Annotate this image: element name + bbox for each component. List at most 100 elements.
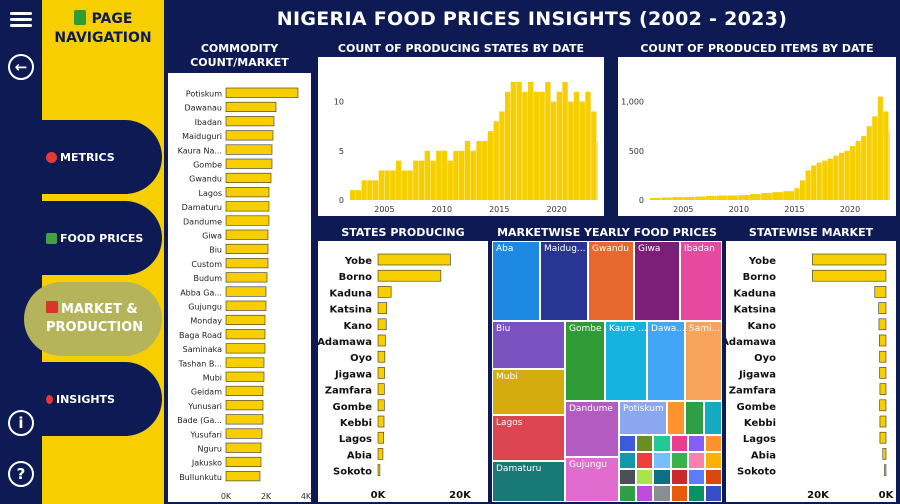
bar-label: Budum <box>194 274 223 283</box>
treemap-small-cell[interactable] <box>619 451 637 469</box>
bar-label: Ibadan <box>195 118 222 127</box>
treemap-small-cell[interactable] <box>670 451 688 469</box>
treemap-small-cell[interactable] <box>687 485 705 502</box>
treemap-small-cell[interactable] <box>619 485 637 502</box>
nav-title: PAGE NAVIGATION <box>54 10 152 46</box>
x-tick-label: 2020 <box>840 205 860 214</box>
column <box>794 188 800 200</box>
treemap-cell[interactable]: Gwandu <box>588 241 634 321</box>
treemap-small-cell[interactable] <box>670 468 688 486</box>
bar <box>879 383 887 395</box>
column <box>476 140 482 200</box>
column <box>716 195 728 200</box>
column <box>800 180 806 200</box>
bar-label: Dawanau <box>184 104 222 113</box>
treemap-small-cell[interactable] <box>653 435 671 452</box>
column <box>805 170 811 200</box>
bar-label: Sokoto <box>333 467 372 478</box>
column <box>585 91 591 200</box>
bar <box>377 399 385 412</box>
treemap-cell[interactable]: Maidug... <box>540 241 588 321</box>
menu-icon[interactable] <box>8 6 34 32</box>
bar <box>377 448 384 460</box>
x-tick-label: 0K <box>371 490 387 501</box>
treemap-small-cell[interactable] <box>653 451 671 469</box>
treemap-small-cell[interactable] <box>705 468 722 486</box>
treemap-small-cell[interactable] <box>687 468 705 486</box>
treemap-cell[interactable]: Damaturu <box>492 461 565 502</box>
bar <box>225 272 268 283</box>
bar <box>225 357 265 368</box>
treemap-small-cell[interactable] <box>636 451 654 469</box>
bar-label: Gombe <box>193 161 222 170</box>
treemap-cell[interactable]: Giwa <box>634 241 680 321</box>
treemap-small-cell[interactable] <box>670 435 688 452</box>
column <box>872 116 878 200</box>
page-navigation: PAGE NAVIGATION METRICS FOOD PRICES MARK… <box>24 0 164 504</box>
nav-metrics-button[interactable]: METRICS <box>42 120 162 194</box>
column <box>470 150 476 200</box>
nav-food-prices-button[interactable]: FOOD PRICES <box>42 201 162 275</box>
column <box>355 190 362 200</box>
treemap-small-cell[interactable] <box>619 468 637 486</box>
treemap-small-cell[interactable] <box>619 435 637 452</box>
treemap-small-cell[interactable] <box>636 435 654 452</box>
bar <box>225 442 262 453</box>
bar-label: Yobe <box>344 256 372 267</box>
info-icon[interactable]: i <box>8 410 34 436</box>
bar-label: Sokoto <box>737 467 776 478</box>
treemap-small-cell[interactable] <box>636 485 654 502</box>
treemap-small-cell[interactable] <box>653 485 671 502</box>
treemap-small-cell[interactable] <box>670 485 688 502</box>
nav-insights-button[interactable]: INSIGHTS <box>42 362 162 436</box>
treemap-small-cell[interactable] <box>653 468 671 486</box>
treemap-small-cell[interactable] <box>687 435 705 452</box>
bar-label: Oyo <box>350 353 372 364</box>
treemap-small-cell[interactable] <box>687 451 705 469</box>
column <box>650 198 661 200</box>
y-tick-label: 5 <box>339 147 344 156</box>
treemap-cell[interactable]: Potiskum <box>619 401 667 435</box>
back-icon[interactable]: ← <box>8 54 34 80</box>
help-icon[interactable]: ? <box>8 461 34 487</box>
treemap-cell[interactable]: Aba <box>492 241 540 321</box>
treemap-small-cell[interactable] <box>667 401 686 435</box>
column <box>522 91 528 200</box>
treemap-small-cell[interactable] <box>705 451 722 469</box>
treemap-cell[interactable]: Ibadan <box>680 241 722 321</box>
bar <box>225 286 267 297</box>
treemap-small-cell[interactable] <box>636 468 654 486</box>
treemap-small-cell[interactable] <box>703 401 722 435</box>
treemap-cell[interactable]: Sami... <box>685 321 722 401</box>
bar-label: Saminaka <box>183 345 222 354</box>
bar <box>878 302 887 314</box>
treemap-small-cell[interactable] <box>705 485 722 502</box>
bar-label: Zamfara <box>729 386 776 397</box>
bar-label: Abba Ga... <box>180 288 222 297</box>
treemap-cell[interactable]: Gujungu <box>565 457 619 502</box>
items-by-date-title: COUNT OF PRODUCED ITEMS BY DATE <box>618 40 896 57</box>
treemap-cell[interactable]: Gombe <box>565 321 605 401</box>
book-icon <box>73 10 86 25</box>
bar-label: Dandume <box>183 217 222 226</box>
column <box>378 170 385 200</box>
column <box>367 180 373 200</box>
treemap-cell[interactable]: Dawa... <box>647 321 685 401</box>
treemap-small-cell[interactable] <box>685 401 704 435</box>
nav-market-production-button[interactable]: MARKET & PRODUCTION <box>24 282 162 356</box>
bar-label: Custom <box>191 260 222 269</box>
column <box>539 91 545 200</box>
x-tick-label: 2010 <box>432 205 452 214</box>
bar <box>225 201 270 212</box>
treemap-cell[interactable]: Biu <box>492 321 565 369</box>
column <box>833 155 839 200</box>
bar-label: Kebbi <box>340 418 372 429</box>
treemap-cell[interactable]: Dandume <box>565 401 619 457</box>
treemap-small-cell[interactable] <box>705 435 722 452</box>
column <box>822 160 828 200</box>
treemap-cell[interactable]: Kaura ... <box>605 321 647 401</box>
column <box>861 136 867 200</box>
treemap-cell[interactable]: Mubi <box>492 369 565 415</box>
bar <box>879 350 887 363</box>
treemap-cell[interactable]: Lagos <box>492 415 565 461</box>
